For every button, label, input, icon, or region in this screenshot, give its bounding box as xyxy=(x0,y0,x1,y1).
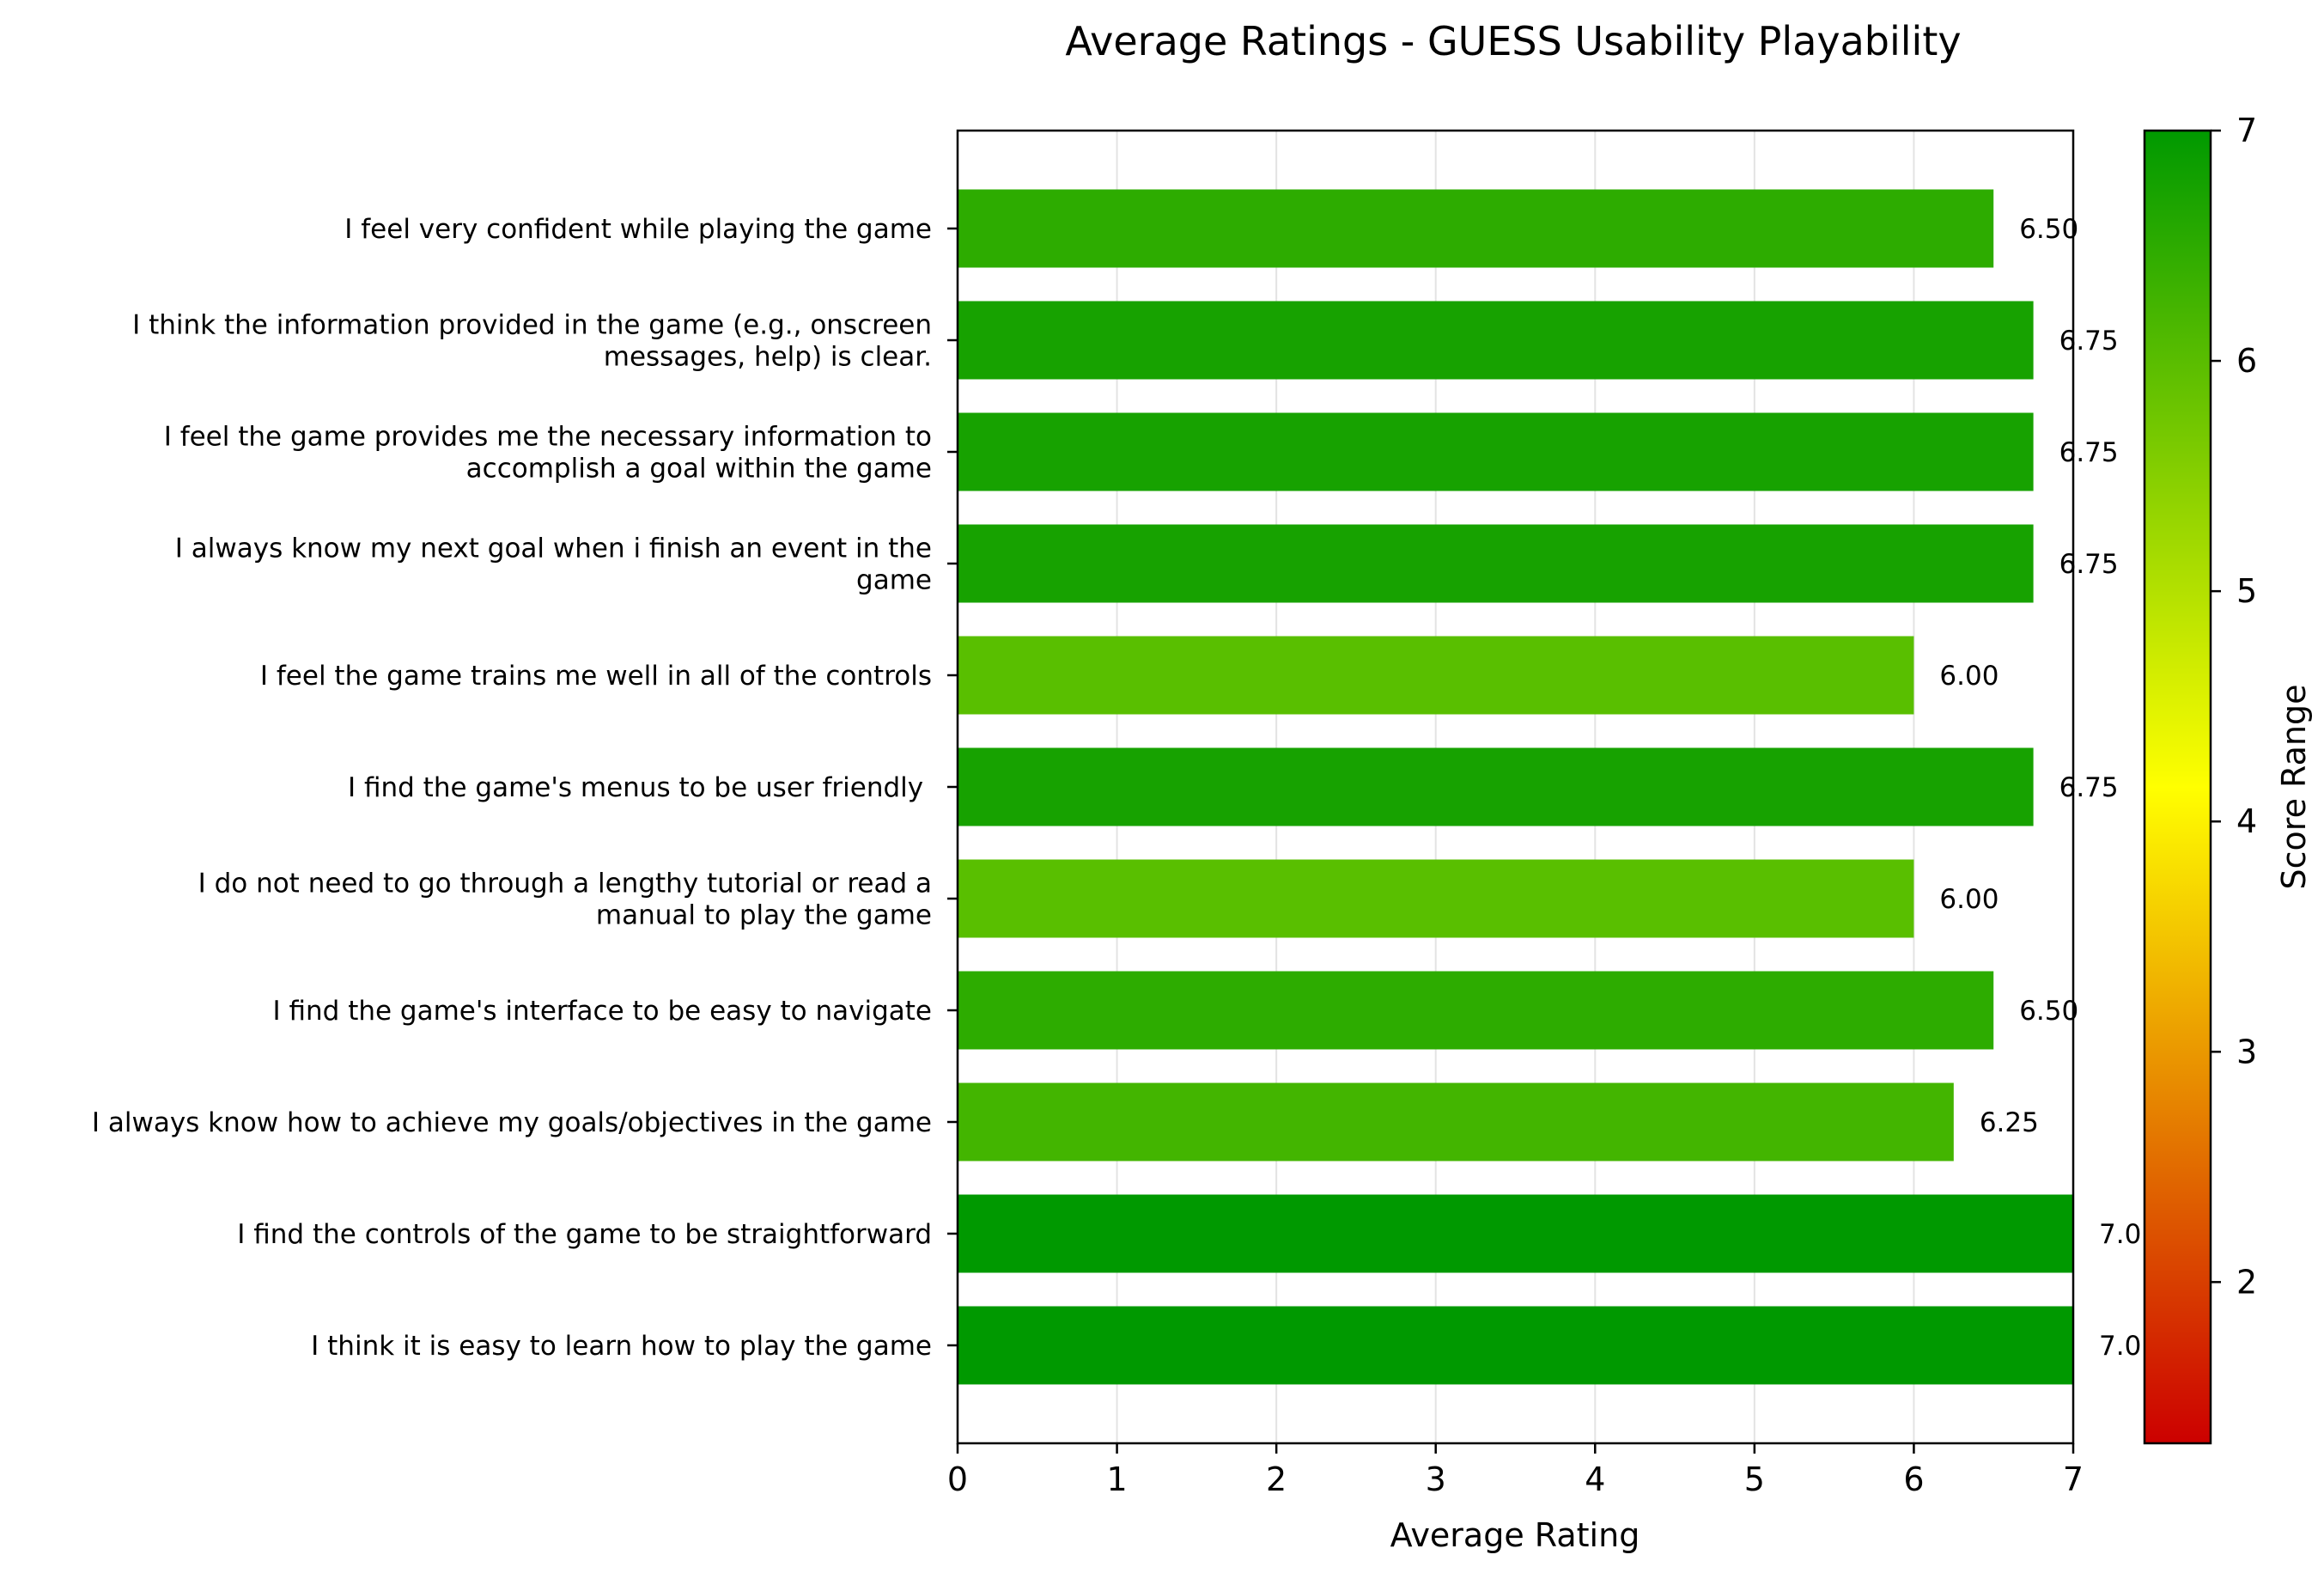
colorbar-tick-label: 7 xyxy=(2236,112,2257,149)
value-label: 7.0 xyxy=(2099,1331,2141,1362)
category-label: I think it is easy to learn how to play … xyxy=(311,1331,932,1362)
bar xyxy=(958,971,1994,1050)
category-label: I think the information provided in the … xyxy=(132,310,932,341)
x-tick-label: 5 xyxy=(1744,1460,1765,1498)
colorbar xyxy=(2143,129,2212,1445)
category-label: I always know how to achieve my goals/ob… xyxy=(92,1107,932,1138)
chart-title: Average Ratings - GUESS Usability Playab… xyxy=(1065,18,1961,64)
bar xyxy=(958,1194,2073,1273)
value-label: 6.50 xyxy=(2019,214,2078,245)
bar xyxy=(958,412,2034,491)
bar xyxy=(958,859,1914,938)
colorbar-tick-label: 6 xyxy=(2236,342,2257,380)
category-label: accomplish a goal within the game xyxy=(466,454,932,485)
x-tick-label: 1 xyxy=(1106,1460,1127,1498)
category-label: manual to play the game xyxy=(596,900,932,931)
value-label: 6.50 xyxy=(2019,996,2078,1027)
category-label: I always know my next goal when i finish… xyxy=(175,533,932,564)
bar xyxy=(958,1082,1954,1161)
x-tick-label: 6 xyxy=(1903,1460,1924,1498)
x-axis: 0 1 2 3 4 5 6 7 xyxy=(947,1443,2084,1498)
bar xyxy=(958,1306,2073,1385)
category-label: I find the game's menus to be user frien… xyxy=(348,772,932,803)
x-tick-label: 7 xyxy=(2063,1460,2084,1498)
category-label: I feel very confident while playing the … xyxy=(344,214,932,245)
category-label: I find the controls of the game to be st… xyxy=(237,1219,932,1250)
category-label: I feel the game trains me well in all of… xyxy=(260,661,932,692)
colorbar-label: Score Range xyxy=(2275,685,2313,890)
value-label: 6.75 xyxy=(2059,549,2119,580)
category-label: I feel the game provides me the necessar… xyxy=(164,422,932,453)
x-tick-label: 0 xyxy=(947,1460,968,1498)
value-label: 6.00 xyxy=(1939,884,1999,915)
category-label: I do not need to go through a lengthy tu… xyxy=(198,869,932,899)
colorbar-tick-label: 3 xyxy=(2236,1033,2257,1070)
category-label: I find the game's interface to be easy t… xyxy=(273,996,933,1027)
x-tick-label: 3 xyxy=(1426,1460,1446,1498)
category-labels-group: I feel very confident while playing the … xyxy=(92,214,958,1362)
x-tick-label: 2 xyxy=(1266,1460,1287,1498)
bar xyxy=(958,524,2034,603)
value-label: 6.00 xyxy=(1939,661,1999,692)
colorbar-tick-label: 2 xyxy=(2236,1263,2257,1301)
colorbar-axis: 2 3 4 5 6 7 xyxy=(2211,112,2257,1301)
value-labels-group: 6.50 6.75 6.75 6.75 6.00 6.75 6.00 6.50 6.25 7.0 7… xyxy=(1939,214,2141,1362)
value-label: 6.75 xyxy=(2059,437,2119,468)
plot-frame xyxy=(956,129,2075,1445)
value-label: 6.25 xyxy=(1980,1107,2039,1138)
category-label: messages, help) is clear. xyxy=(604,342,932,373)
colorbar-tick-label: 5 xyxy=(2236,572,2257,610)
category-label: game xyxy=(856,565,932,596)
colorbar-tick-label: 4 xyxy=(2236,802,2257,840)
bar xyxy=(958,747,2034,826)
bar xyxy=(958,301,2034,380)
x-axis-label: Average Rating xyxy=(1390,1516,1640,1554)
bar xyxy=(958,636,1914,715)
bar xyxy=(958,189,1994,268)
x-tick-label: 4 xyxy=(1585,1460,1605,1498)
value-label: 6.75 xyxy=(2059,326,2119,357)
value-label: 6.75 xyxy=(2059,772,2119,803)
value-label: 7.0 xyxy=(2099,1219,2141,1250)
bars-group xyxy=(958,189,2073,1385)
